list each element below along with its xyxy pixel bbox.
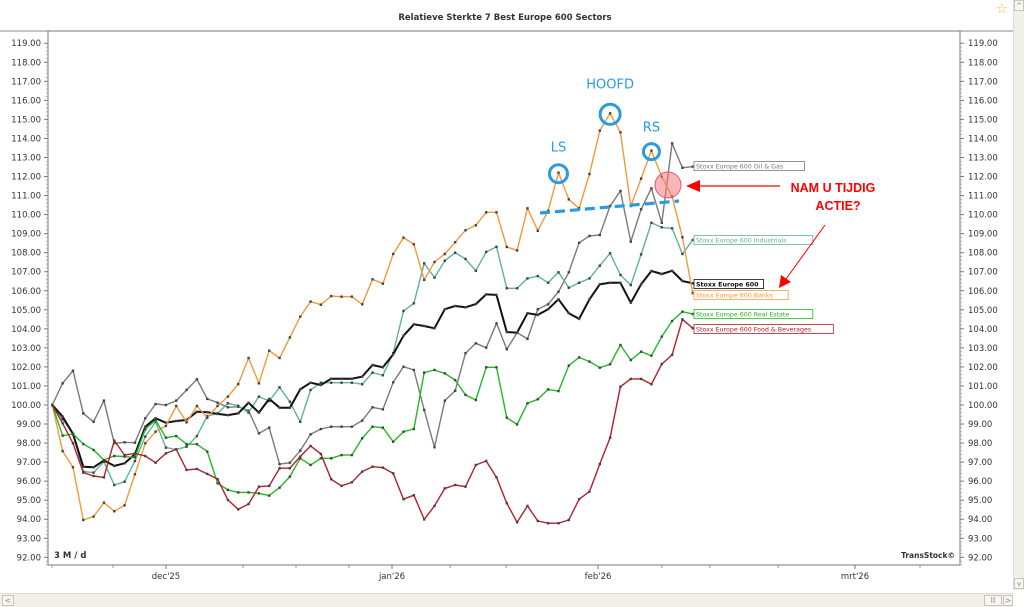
y-tick-label: 97.00: [17, 458, 41, 468]
callout-text: NAM U TIJDIG: [791, 181, 876, 195]
x-month-label: feb'26: [585, 572, 612, 582]
y-tick-label: 103.00: [968, 344, 998, 354]
series-end-label: Stoxx Europe 600 Industrials: [696, 238, 787, 245]
y-tick-label: 96.00: [968, 477, 992, 487]
y-tick-label: 93.00: [17, 534, 41, 544]
y-tick-label: 95.00: [968, 496, 992, 506]
y-tick-label: 97.00: [968, 458, 992, 468]
y-axis-right: 92.00 93.00 94.00 95.00 96.00 97.00 98.00 99.00…: [960, 39, 998, 565]
y-tick-label: 98.00: [17, 439, 41, 449]
y-tick-label: 100.00: [968, 401, 998, 411]
series-end-label: Stoxx Europe 600: [696, 282, 759, 289]
y-tick-label: 104.00: [968, 325, 998, 335]
y-tick-label: 110.00: [11, 211, 41, 221]
y-tick-label: 117.00: [11, 77, 41, 87]
y-tick-label: 93.00: [968, 534, 992, 544]
y-tick-label: 112.00: [11, 173, 41, 183]
scroll-thumb[interactable]: II: [984, 595, 1002, 606]
y-tick-label: 92.00: [17, 553, 41, 563]
y-tick-label: 109.00: [968, 230, 998, 240]
scroll-right-button[interactable]: >: [1003, 595, 1013, 606]
y-tick-label: 114.00: [11, 134, 41, 144]
y-tick-label: 94.00: [968, 515, 992, 525]
y-tick-label: 106.00: [11, 287, 41, 297]
scroll-up-button[interactable]: ^: [1014, 0, 1024, 11]
series-end-label: Stoxx Europe 600 Oil & Gas: [696, 164, 783, 171]
y-tick-label: 102.00: [11, 363, 41, 373]
y-tick-label: 101.00: [11, 382, 41, 392]
series-end-label: Stoxx Europe 600 Food & Beverages: [696, 327, 811, 334]
pattern-label: HOOFD: [586, 77, 634, 92]
plot-frame: [0, 31, 1013, 565]
y-tick-label: 106.00: [968, 287, 998, 297]
y-tick-label: 92.00: [968, 553, 992, 563]
y-tick-label: 100.00: [11, 401, 41, 411]
y-tick-label: 115.00: [11, 115, 41, 125]
y-tick-label: 109.00: [11, 230, 41, 240]
y-tick-label: 95.00: [17, 496, 41, 506]
y-tick-label: 107.00: [11, 268, 41, 278]
y-tick-label: 99.00: [968, 420, 992, 430]
y-tick-label: 110.00: [968, 211, 998, 221]
y-tick-label: 108.00: [11, 249, 41, 259]
scroll-left-button[interactable]: <: [2, 595, 14, 606]
y-tick-label: 102.00: [968, 363, 998, 373]
period-label: 3 M / d: [54, 551, 86, 561]
y-tick-label: 108.00: [968, 249, 998, 259]
alert-circle: [655, 172, 681, 198]
series-end-label: Stoxx Europe 600 Real Estate: [696, 312, 789, 319]
y-tick-label: 112.00: [968, 173, 998, 183]
y-tick-label: 96.00: [17, 477, 41, 487]
scroll-down-button[interactable]: v: [1014, 578, 1024, 589]
y-tick-label: 107.00: [968, 268, 998, 278]
y-tick-label: 114.00: [968, 134, 998, 144]
y-axis-left: 92.00 93.00 94.00 95.00 96.00 97.00 98.00 99.00…: [11, 39, 48, 565]
y-tick-label: 104.00: [11, 325, 41, 335]
y-tick-label: 119.00: [11, 39, 41, 49]
x-month-label: jan'26: [378, 572, 405, 582]
y-tick-label: 105.00: [968, 306, 998, 316]
y-tick-label: 115.00: [968, 115, 998, 125]
vertical-scrollbar[interactable]: ^ v: [1013, 0, 1024, 590]
y-tick-label: 113.00: [11, 153, 41, 163]
horizontal-scrollbar[interactable]: < II >: [0, 593, 1013, 607]
y-tick-label: 103.00: [11, 344, 41, 354]
y-tick-label: 99.00: [17, 420, 41, 430]
y-tick-label: 98.00: [968, 439, 992, 449]
series-end-label: Stoxx Europe 600 Banks: [696, 293, 773, 300]
pattern-label: LS: [551, 141, 567, 156]
callout-text: ACTIE?: [815, 199, 860, 213]
x-month-label: mrt'26: [841, 572, 869, 582]
y-tick-label: 113.00: [968, 153, 998, 163]
y-tick-label: 101.00: [968, 382, 998, 392]
line-chart: 92.00 93.00 94.00 95.00 96.00 97.00 98.00 99.00…: [0, 0, 1013, 593]
y-tick-label: 118.00: [11, 58, 41, 68]
y-tick-label: 111.00: [968, 192, 998, 202]
y-tick-label: 94.00: [17, 515, 41, 525]
y-tick-label: 105.00: [11, 306, 41, 316]
y-tick-label: 116.00: [968, 96, 998, 106]
y-tick-label: 117.00: [968, 77, 998, 87]
brand-label: TransStock©: [901, 551, 955, 560]
y-tick-label: 111.00: [11, 192, 41, 202]
x-month-label: dec'25: [152, 572, 180, 582]
pattern-label: RS: [643, 121, 660, 136]
y-tick-label: 118.00: [968, 58, 998, 68]
x-axis: dec'25 jan'26 feb'26 mrt'26: [52, 565, 920, 582]
y-tick-label: 119.00: [968, 39, 998, 49]
y-tick-label: 116.00: [11, 96, 41, 106]
